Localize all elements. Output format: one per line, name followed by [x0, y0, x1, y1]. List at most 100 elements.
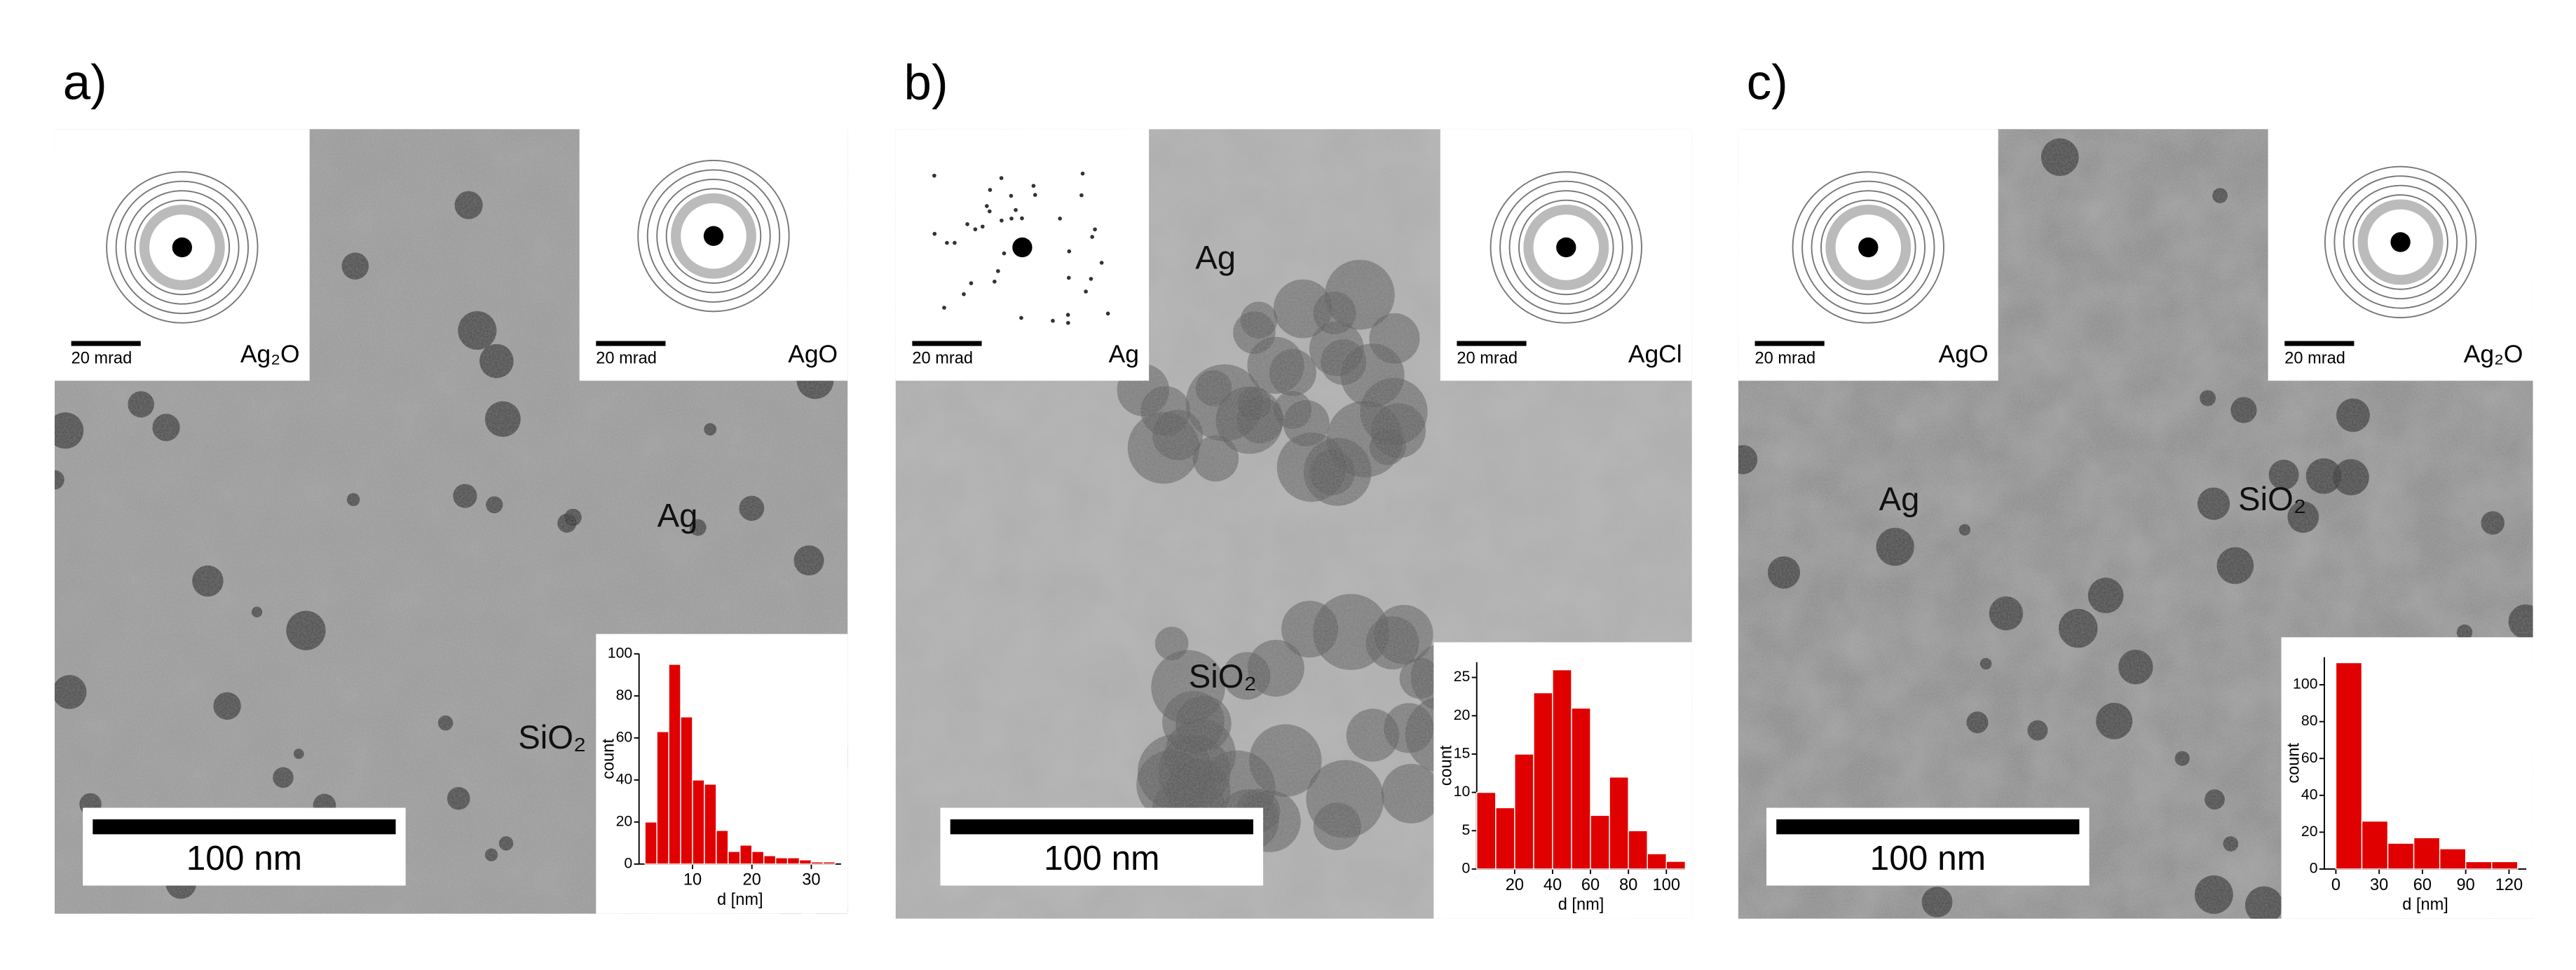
ring [656, 178, 771, 294]
saed-scale-label: 20 mrad [71, 350, 132, 368]
ring [671, 193, 756, 279]
spot [980, 224, 985, 229]
spot [984, 204, 989, 208]
center-beam [2390, 232, 2411, 252]
bar [668, 664, 681, 865]
y-tick-label: 10 [1454, 783, 1471, 800]
x-tick-label: 40 [1543, 876, 1562, 894]
ring [1811, 190, 1926, 305]
annotation: SiO₂ [1189, 658, 1257, 695]
y-tick-label: 40 [2301, 786, 2318, 802]
scale-label: 100 nm [186, 838, 302, 877]
ring [637, 160, 790, 313]
bar [1533, 692, 1553, 870]
x-tick-label: 80 [1619, 876, 1637, 894]
bar [1665, 861, 1686, 870]
ring [134, 199, 231, 296]
ring [125, 190, 240, 305]
ring [139, 205, 225, 290]
bar [1495, 807, 1515, 870]
ring [646, 169, 781, 303]
spot [1065, 320, 1070, 325]
ring [2333, 175, 2467, 309]
x-tick-label: 90 [2457, 876, 2475, 894]
saed-scale-bar [1457, 341, 1527, 346]
y-tick-label: 60 [616, 728, 633, 745]
y-tick-label: 0 [2310, 860, 2318, 877]
spot [1093, 227, 1097, 232]
scale-label: 100 nm [1044, 838, 1159, 877]
spot [973, 227, 978, 232]
bar [1514, 753, 1534, 870]
annotation: Ag [1195, 239, 1236, 276]
bar [2361, 820, 2389, 870]
spot [1067, 249, 1072, 254]
y-tick-label: 25 [1454, 668, 1471, 685]
spot [1033, 193, 1037, 197]
spot [1031, 184, 1036, 189]
bar [1628, 830, 1648, 870]
spot [1065, 313, 1070, 317]
spot [993, 279, 997, 284]
center-beam [703, 226, 724, 246]
bar [810, 861, 824, 865]
spot [1105, 311, 1110, 316]
spot [1066, 275, 1071, 280]
spot [969, 281, 974, 285]
spot [995, 268, 1000, 273]
y-tick-label: 20 [616, 812, 633, 829]
y-axis-label: count [1437, 745, 1455, 786]
y-tick-label: 20 [2301, 823, 2318, 840]
saed-scale-bar [2284, 341, 2354, 346]
ring [1508, 190, 1623, 305]
saed-label: AgCl [1628, 340, 1682, 368]
spot [965, 222, 969, 226]
bar [751, 851, 765, 865]
ring [115, 180, 250, 315]
annotation: SiO₂ [2238, 481, 2306, 518]
spot [1020, 216, 1024, 221]
spot [1079, 193, 1084, 198]
bar [704, 784, 717, 865]
x-tick-label: 30 [2370, 876, 2388, 894]
ring [1523, 205, 1609, 290]
y-tick-label: 40 [616, 770, 633, 787]
bar [798, 859, 812, 865]
y-tick-label: 80 [616, 686, 633, 703]
y-tick-label: 20 [1454, 706, 1471, 723]
center-beam [1556, 237, 1576, 258]
bar [775, 857, 789, 865]
annotation: Ag [657, 498, 698, 535]
bar [1476, 791, 1497, 870]
bar [763, 855, 777, 865]
saed-scale-bar [71, 341, 141, 346]
spot [999, 176, 1004, 180]
bar [1571, 707, 1591, 870]
y-axis-label: count [599, 739, 618, 779]
x-axis-label: d [nm] [717, 891, 763, 909]
bar [644, 821, 657, 865]
bar [1647, 853, 1667, 870]
spot [1009, 217, 1014, 221]
ring [1801, 180, 1935, 315]
scale-label: 100 nm [1870, 838, 1986, 877]
x-axis-label: d [nm] [2402, 896, 2448, 914]
bar [716, 830, 729, 865]
panel-label: a) [63, 55, 107, 111]
y-tick-label: 100 [2293, 676, 2317, 692]
ring [1820, 199, 1916, 296]
annotation: Ag [1879, 481, 1920, 518]
ring [1518, 199, 1614, 296]
bar [786, 857, 800, 865]
ring [2352, 194, 2448, 290]
saed-scale-bar [1754, 341, 1825, 346]
bar [656, 731, 669, 865]
saed-scale-label: 20 mrad [2284, 350, 2345, 368]
scale-bar [950, 819, 1253, 835]
bar [692, 779, 705, 865]
saed-scale-bar [596, 341, 666, 346]
annotation: SiO₂ [518, 719, 586, 756]
spot [962, 292, 966, 296]
spot [945, 240, 949, 245]
scale-bar [1776, 819, 2080, 835]
